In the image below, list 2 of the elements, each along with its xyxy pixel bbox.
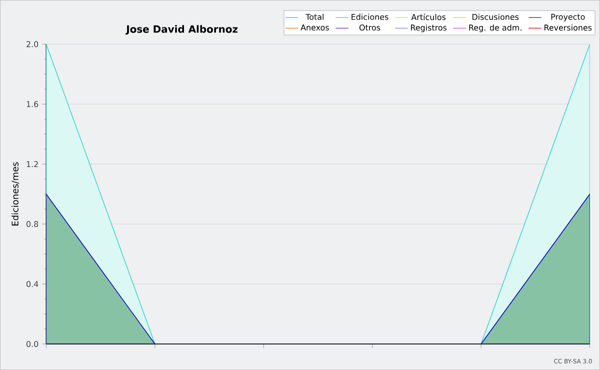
y-axis-title: Ediciones/mes <box>12 162 20 226</box>
chart-title: Jose David Albornoz <box>126 25 238 35</box>
